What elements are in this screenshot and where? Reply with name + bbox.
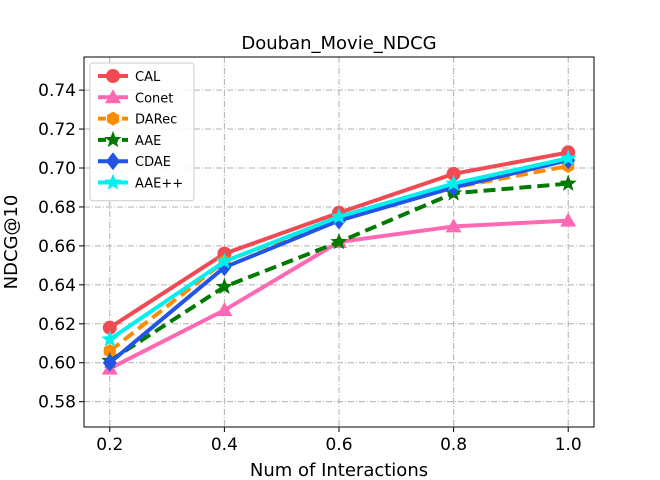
legend-entry-cal: CAL <box>98 69 161 85</box>
x-tick-label: 0.6 <box>325 435 352 455</box>
axes: 0.2 0.4 0.6 0.8 1.0 0.58 0.60 0.62 0.64 0.66 0.68 0… <box>38 81 582 455</box>
x-tick-label: 0.8 <box>440 435 467 455</box>
legend-marker <box>104 173 122 190</box>
y-tick-label: 0.66 <box>38 237 76 257</box>
data-point-aae <box>559 174 577 191</box>
legend: CAL Conet DARec AAE CDAE AAE++ <box>89 62 195 202</box>
x-tick-label: 0.2 <box>96 435 123 455</box>
x-tick-label: 0.4 <box>211 435 238 455</box>
y-tick-label: 0.68 <box>38 198 76 218</box>
legend-entry-aaeplusplus: AAE++ <box>98 173 183 192</box>
data-point-aaeplusplus <box>559 149 577 166</box>
series-layer <box>101 145 577 375</box>
y-tick-label: 0.74 <box>38 81 76 101</box>
data-point-cal <box>446 166 461 181</box>
data-point-aaeplusplus <box>101 330 119 347</box>
data-point-aae <box>215 277 233 295</box>
x-tick-label: 1.0 <box>555 435 582 455</box>
legend-entry-conet: Conet <box>98 89 173 106</box>
legend-label: Conet <box>135 91 173 106</box>
legend-label: AAE <box>135 134 161 149</box>
data-point-conet <box>560 212 577 227</box>
y-tick-label: 0.64 <box>38 276 76 296</box>
data-point-aaeplusplus <box>445 174 463 191</box>
data-point-darec <box>103 344 116 359</box>
legend-marker <box>105 89 121 104</box>
y-axis-label: NDCG@10 <box>1 195 22 290</box>
legend-marker <box>106 152 120 171</box>
y-tick-label: 0.60 <box>38 354 76 374</box>
data-point-cal <box>102 320 117 335</box>
x-axis-label: Num of Interactions <box>250 460 428 480</box>
data-point-aaeplusplus <box>330 207 348 224</box>
legend-marker <box>106 69 120 83</box>
legend-label: AAE++ <box>135 177 183 192</box>
y-tick-label: 0.58 <box>38 393 76 413</box>
y-tick-label: 0.62 <box>38 315 76 335</box>
legend-marker <box>106 111 120 126</box>
y-tick-label: 0.70 <box>38 159 76 179</box>
data-point-conet <box>445 218 462 233</box>
series-aaeplusplus <box>101 149 577 347</box>
chart-title: Douban_Movie_NDCG <box>241 33 436 54</box>
legend-marker <box>104 130 122 148</box>
data-point-cdae <box>102 353 117 372</box>
legend-entry-cdae: CDAE <box>98 152 171 171</box>
data-point-aae <box>330 233 348 250</box>
data-point-aaeplusplus <box>215 252 233 269</box>
legend-label: DARec <box>135 113 177 128</box>
data-point-conet <box>216 302 233 317</box>
legend-entry-aae: AAE <box>98 130 161 149</box>
legend-label: CAL <box>135 70 161 85</box>
legend-label: CDAE <box>135 155 171 170</box>
legend-entry-darec: DARec <box>98 111 177 128</box>
y-tick-label: 0.72 <box>38 120 76 140</box>
